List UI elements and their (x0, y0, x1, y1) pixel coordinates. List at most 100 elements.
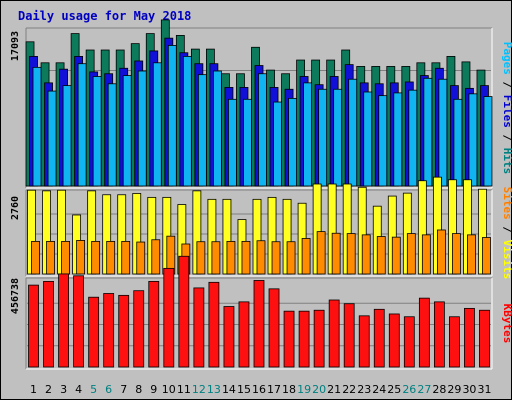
bar-pages-day-5 (92, 76, 102, 187)
bar-kbytes-day-26 (403, 316, 415, 368)
bar-sites-day-6 (106, 240, 116, 275)
chart-title: Daily usage for May 2018 (18, 9, 191, 23)
x-tick-label-day-16: 16 (252, 383, 266, 396)
bar-sites-day-27 (421, 234, 431, 275)
bar-kbytes-day-12 (193, 287, 205, 368)
x-tick-label-day-13: 13 (207, 383, 221, 396)
panel-kbytes: 456738 KBytes (10, 255, 512, 370)
bar-kbytes-day-3 (58, 273, 69, 368)
bar-sites-day-15 (241, 240, 251, 275)
bar-sites-day-29 (452, 233, 461, 275)
x-tick-label-day-29: 29 (447, 383, 461, 396)
bar-sites-day-8 (136, 241, 146, 275)
bar-kbytes-day-6 (103, 293, 115, 368)
bar-sites-day-3 (61, 240, 70, 275)
bar-pages-day-24 (378, 95, 388, 187)
x-tick-label-day-6: 6 (105, 383, 112, 396)
bar-kbytes-day-16 (253, 280, 265, 368)
bar-sites-day-16 (256, 240, 266, 275)
x-tick-label-day-15: 15 (237, 383, 251, 396)
bar-pages-day-31 (483, 96, 493, 187)
bar-kbytes-day-22 (343, 303, 355, 368)
x-tick-label-day-18: 18 (282, 383, 296, 396)
bar-sites-day-2 (46, 240, 55, 275)
x-tick-label-day-27: 27 (417, 383, 431, 396)
x-tick-label-day-24: 24 (372, 383, 386, 396)
bar-sites-day-28 (436, 229, 446, 275)
bar-pages-day-13 (212, 70, 222, 187)
x-tick-label-day-11: 11 (177, 383, 191, 396)
x-tick-label-day-4: 4 (75, 383, 82, 396)
bar-pages-day-22 (348, 78, 358, 187)
bar-pages-day-10 (167, 45, 177, 187)
x-tick-label-day-22: 22 (342, 383, 356, 396)
bar-kbytes-day-24 (373, 308, 385, 368)
bar-kbytes-day-10 (163, 267, 175, 368)
x-tick-label-day-9: 9 (150, 383, 157, 396)
bar-pages-day-18 (288, 97, 297, 187)
bar-sites-day-4 (76, 240, 86, 275)
bar-sites-day-19 (301, 238, 311, 275)
bar-pages-day-17 (273, 101, 282, 187)
bar-sites-day-17 (271, 241, 281, 275)
bar-sites-day-14 (226, 240, 236, 275)
x-tick-label-day-21: 21 (327, 383, 341, 396)
bar-kbytes-day-13 (208, 281, 220, 368)
bar-pages-day-28 (438, 78, 448, 187)
bar-sites-day-24 (376, 236, 386, 275)
legend-part-1: / (501, 75, 512, 95)
bar-pages-day-1 (32, 66, 42, 187)
bar-pages-day-12 (197, 74, 207, 187)
panel-visits-ymax-label: 2760 (10, 196, 21, 220)
bar-kbytes-day-5 (88, 296, 100, 368)
bar-pages-day-15 (243, 98, 252, 187)
bar-sites-day-20 (316, 231, 326, 275)
bar-kbytes-day-11 (178, 255, 190, 368)
bar-pages-day-21 (333, 88, 343, 187)
x-tick-label-day-7: 7 (120, 383, 127, 396)
x-tick-label-day-31: 31 (477, 383, 491, 396)
bar-pages-day-3 (62, 85, 72, 187)
bar-pages-day-2 (47, 90, 57, 187)
bar-pages-day-8 (137, 70, 147, 187)
bar-kbytes-day-28 (433, 301, 445, 368)
x-tick-label-day-20: 20 (312, 383, 326, 396)
bar-sites-day-5 (91, 240, 101, 275)
bar-kbytes-day-8 (133, 290, 145, 368)
bar-pages-day-26 (408, 89, 418, 187)
x-tick-label-day-5: 5 (90, 383, 97, 396)
bar-pages-day-25 (393, 92, 403, 187)
bar-kbytes-day-25 (388, 313, 400, 368)
x-tick-label-day-26: 26 (402, 383, 416, 396)
x-tick-label-day-3: 3 (60, 383, 67, 396)
bar-pages-day-9 (152, 62, 162, 187)
bar-pages-day-27 (423, 77, 433, 187)
bar-kbytes-day-18 (283, 310, 295, 368)
bar-kbytes-day-29 (449, 316, 460, 368)
bar-kbytes-day-9 (148, 280, 160, 368)
bar-pages-day-7 (122, 75, 132, 187)
bar-pages-day-29 (453, 98, 463, 187)
panel-hits: 17093 Pages / Files / Hits (10, 19, 512, 189)
legend-part-4: Hits (501, 148, 512, 175)
legend-part-2: Visits (501, 240, 512, 280)
panel-visits-legend-label: Sites / Visits (501, 187, 512, 280)
x-tick-label-day-8: 8 (135, 383, 142, 396)
bar-sites-day-9 (151, 239, 161, 275)
bar-kbytes-day-2 (43, 280, 54, 368)
bar-pages-day-14 (228, 98, 237, 187)
x-tick-label-day-28: 28 (432, 383, 446, 396)
bar-kbytes-day-7 (118, 294, 130, 368)
legend-part-0: Sites (501, 187, 512, 220)
bar-sites-day-21 (331, 232, 341, 275)
x-tick-label-day-19: 19 (297, 383, 311, 396)
x-tick-label-day-10: 10 (162, 383, 176, 396)
x-tick-label-day-17: 17 (267, 383, 281, 396)
bar-sites-day-18 (286, 241, 296, 275)
bar-sites-day-26 (406, 233, 416, 275)
panel-visits: 2760 Sites / Visits (10, 176, 512, 280)
bar-sites-day-7 (121, 240, 131, 275)
bar-sites-day-13 (211, 241, 221, 275)
bar-pages-day-19 (303, 82, 313, 187)
bar-sites-day-22 (346, 233, 356, 275)
